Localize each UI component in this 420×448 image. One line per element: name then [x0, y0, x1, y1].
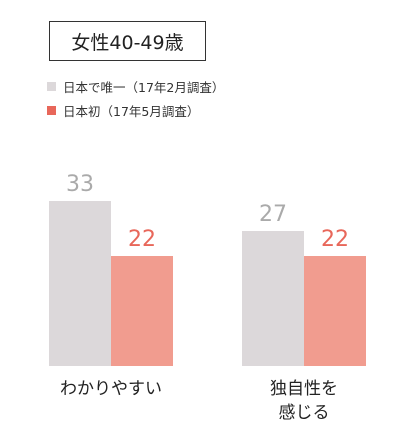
legend-swatch-series-b: [47, 105, 56, 115]
legend-item-series-b: 日本初（17年5月調査）: [47, 98, 224, 122]
legend-label-series-a: 日本で唯一（17年2月調査）: [63, 79, 225, 95]
chart-title: 女性40-49歳: [49, 21, 206, 61]
legend-swatch-series-a: [47, 81, 56, 91]
data-label-series-1-cat-1: 33: [66, 172, 94, 197]
bar-series-2-cat-1: [111, 256, 173, 366]
bar-series-1-cat-2: [242, 231, 304, 366]
category-label-2-line-1: 独自性を: [270, 379, 338, 399]
legend-label-series-b: 日本初（17年5月調査）: [63, 103, 200, 119]
data-label-series-2-cat-2: 22: [321, 227, 349, 252]
bar-series-1-cat-1: [49, 201, 111, 366]
category-label-2-line-2: 感じる: [279, 403, 330, 423]
legend-item-series-a: 日本で唯一（17年2月調査）: [47, 74, 224, 98]
data-label-series-1-cat-2: 27: [259, 202, 287, 227]
legend: 日本で唯一（17年2月調査） 日本初（17年5月調査）: [47, 74, 224, 122]
bar-series-2-cat-2: [304, 256, 366, 366]
category-label-1: わかりやすい: [60, 379, 162, 399]
data-label-series-2-cat-1: 22: [128, 227, 156, 252]
